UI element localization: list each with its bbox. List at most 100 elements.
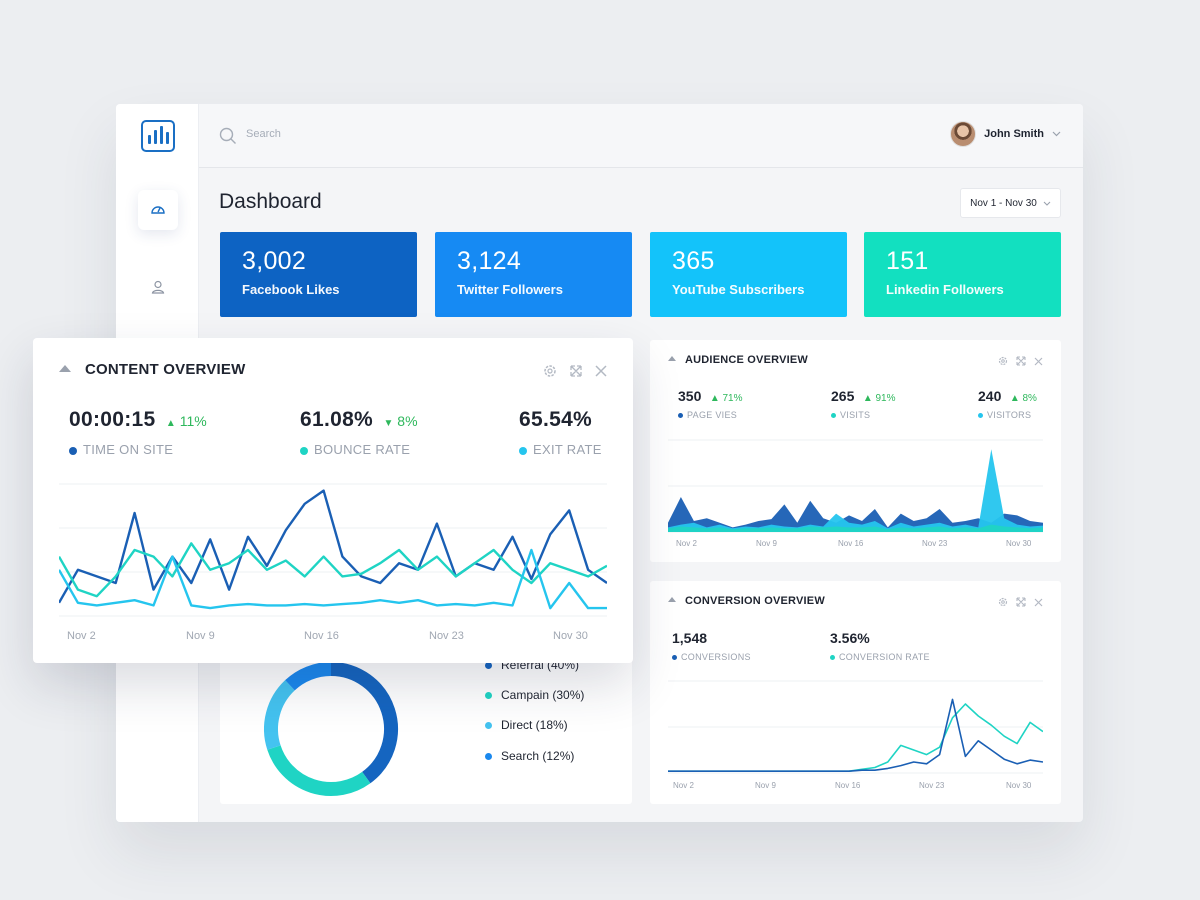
- legend-item-campain: Campain (30%): [485, 688, 584, 702]
- gear-icon[interactable]: [998, 356, 1008, 366]
- x-tick: Nov 16: [304, 630, 339, 642]
- sidebar-item-dashboard[interactable]: [138, 190, 178, 230]
- metric-exit-rate: 65.54% EXIT RATE: [519, 408, 602, 457]
- metric-visits: 265 ▲ 91% VISITS: [831, 388, 896, 420]
- series-area: [668, 497, 1043, 532]
- stat-value: 151: [886, 247, 929, 275]
- metric-change: ▲ 91%: [862, 393, 896, 404]
- stat-label: Twitter Followers: [457, 282, 563, 297]
- search-icon[interactable]: [219, 127, 237, 145]
- legend-label: Search (12%): [501, 749, 575, 763]
- search-input[interactable]: [246, 128, 446, 140]
- change-value: 11%: [179, 413, 207, 429]
- metric-label: CONVERSIONS: [672, 652, 751, 662]
- topbar: John Smith: [199, 104, 1083, 168]
- page-title: Dashboard: [219, 190, 322, 213]
- metric-bounce-rate: 61.08% ▼ 8% BOUNCE RATE: [300, 408, 418, 457]
- metric-visitors: 240 ▲ 8% VISITORS: [978, 388, 1037, 420]
- date-range-picker[interactable]: Nov 1 - Nov 30: [960, 188, 1061, 218]
- collapse-icon[interactable]: [668, 597, 676, 602]
- series-line: [668, 703, 1043, 772]
- panel-title: AUDIENCE OVERVIEW: [685, 354, 808, 366]
- legend-item-direct: Direct (18%): [485, 718, 568, 732]
- user-menu[interactable]: John Smith: [950, 121, 1061, 147]
- gear-icon[interactable]: [543, 364, 557, 378]
- gear-icon[interactable]: [998, 597, 1008, 607]
- legend-dot: [485, 661, 492, 669]
- user-name: John Smith: [984, 128, 1044, 140]
- panel-controls: [998, 597, 1043, 607]
- close-icon[interactable]: [595, 365, 607, 377]
- x-tick: Nov 16: [835, 781, 861, 790]
- stat-label: YouTube Subscribers: [672, 282, 805, 297]
- change-value: 8%: [397, 413, 418, 429]
- metric-value: 265: [831, 388, 855, 404]
- metric-label: VISITORS: [978, 410, 1037, 420]
- content-overview-card: CONTENT OVERVIEW 00:00:15 ▲ 11% TIME ON …: [33, 338, 633, 663]
- donut-slice-direct: [264, 680, 295, 750]
- collapse-icon[interactable]: [59, 365, 71, 372]
- metric-label: BOUNCE RATE: [300, 442, 418, 457]
- traffic-donut-chart: [264, 662, 398, 796]
- close-icon[interactable]: [1034, 357, 1043, 366]
- dashboard-icon: [151, 206, 165, 214]
- sidebar-item-users[interactable]: [138, 267, 178, 307]
- panel-title: CONVERSION OVERVIEW: [685, 595, 825, 607]
- stat-label: Facebook Likes: [242, 282, 340, 297]
- logo-icon[interactable]: [141, 120, 175, 152]
- expand-icon[interactable]: [1016, 356, 1026, 366]
- stat-card-twitter[interactable]: 3,124 Twitter Followers: [435, 232, 632, 317]
- user-icon: [151, 280, 165, 294]
- series-area: [668, 524, 1043, 532]
- x-tick: Nov 30: [1006, 781, 1032, 790]
- metric-value: 350: [678, 388, 702, 404]
- metric-conversions: 1,548 CONVERSIONS: [672, 630, 751, 662]
- x-tick: Nov 23: [429, 630, 464, 642]
- avatar[interactable]: [950, 121, 977, 147]
- metric-change: ▲ 71%: [709, 393, 743, 404]
- metric-label: EXIT RATE: [519, 442, 602, 457]
- expand-icon[interactable]: [1016, 597, 1026, 607]
- x-tick: Nov 2: [67, 630, 96, 642]
- arrow-up-icon: ▲: [165, 418, 176, 429]
- collapse-icon[interactable]: [668, 356, 676, 361]
- panel-controls: [543, 364, 607, 378]
- x-tick: Nov 16: [838, 539, 864, 548]
- label-text: CONVERSION RATE: [839, 652, 930, 662]
- change-value: 91%: [875, 393, 896, 404]
- metric-label: VISITS: [831, 410, 896, 420]
- x-tick: Nov 9: [755, 781, 776, 790]
- metric-value: 00:00:15: [69, 408, 156, 431]
- stat-card-linkedin[interactable]: 151 Linkedin Followers: [864, 232, 1061, 317]
- audience-overview-panel: AUDIENCE OVERVIEW 350 ▲ 71% PAGE VIES 26…: [650, 340, 1061, 562]
- stat-card-youtube[interactable]: 365 YouTube Subscribers: [650, 232, 847, 317]
- stat-card-facebook[interactable]: 3,002 Facebook Likes: [220, 232, 417, 317]
- legend-item-search: Search (12%): [485, 749, 574, 763]
- card-title: CONTENT OVERVIEW: [85, 361, 246, 378]
- chevron-down-icon[interactable]: [1052, 131, 1061, 137]
- stat-label: Linkedin Followers: [886, 282, 1004, 297]
- change-value: 71%: [722, 393, 743, 404]
- x-tick: Nov 2: [676, 539, 697, 548]
- series-area: [668, 449, 1043, 532]
- legend-dot: [830, 655, 835, 661]
- x-tick: Nov 30: [1006, 539, 1032, 548]
- series-line: [668, 698, 1043, 772]
- legend-dot: [485, 691, 492, 699]
- label-text: EXIT RATE: [533, 442, 602, 457]
- legend-dot: [485, 721, 492, 729]
- x-tick: Nov 30: [553, 630, 588, 642]
- expand-icon[interactable]: [569, 364, 583, 378]
- legend-dot: [978, 413, 983, 419]
- label-text: VISITORS: [987, 410, 1032, 420]
- donut-slice-campain: [267, 745, 371, 796]
- stat-value: 365: [672, 247, 715, 275]
- legend-dot: [300, 446, 308, 455]
- metric-label: TIME ON SITE: [69, 442, 207, 457]
- change-value: 8%: [1022, 393, 1037, 404]
- arrow-down-icon: ▼: [383, 418, 394, 429]
- metric-change: ▲ 8%: [1009, 393, 1037, 404]
- metric-page-views: 350 ▲ 71% PAGE VIES: [678, 388, 743, 420]
- close-icon[interactable]: [1034, 598, 1043, 607]
- x-tick: Nov 2: [673, 781, 694, 790]
